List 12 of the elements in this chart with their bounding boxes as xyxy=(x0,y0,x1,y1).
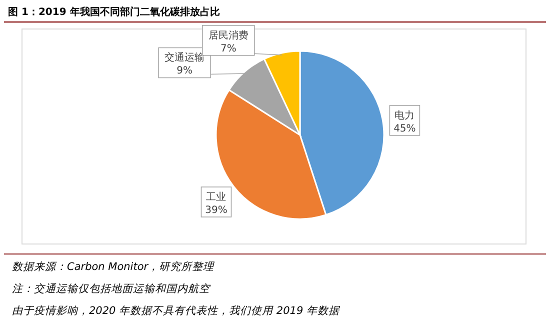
slice-label: 居民消费 xyxy=(208,29,248,42)
source-note: 数据来源：Carbon Monitor，研究所整理 xyxy=(12,261,216,273)
chart-title: 图 1：2019 年我国不同部门二氧化碳排放占比 xyxy=(8,6,220,18)
data-label: 7% xyxy=(220,43,236,54)
data-label: 9% xyxy=(176,66,192,77)
slice-label: 交通运输 xyxy=(164,52,205,64)
text: 由于疫情影响，2020 年数据不具有代表性，我们使用 2019 年数据 xyxy=(12,305,340,317)
slice-label: 工业 xyxy=(206,190,226,203)
text: 注：交通运输仅包括地面运输和国内航空 xyxy=(12,283,211,295)
data-label: 39% xyxy=(205,204,228,216)
slice-label: 电力 xyxy=(394,109,415,122)
data-label: 45% xyxy=(394,123,416,134)
